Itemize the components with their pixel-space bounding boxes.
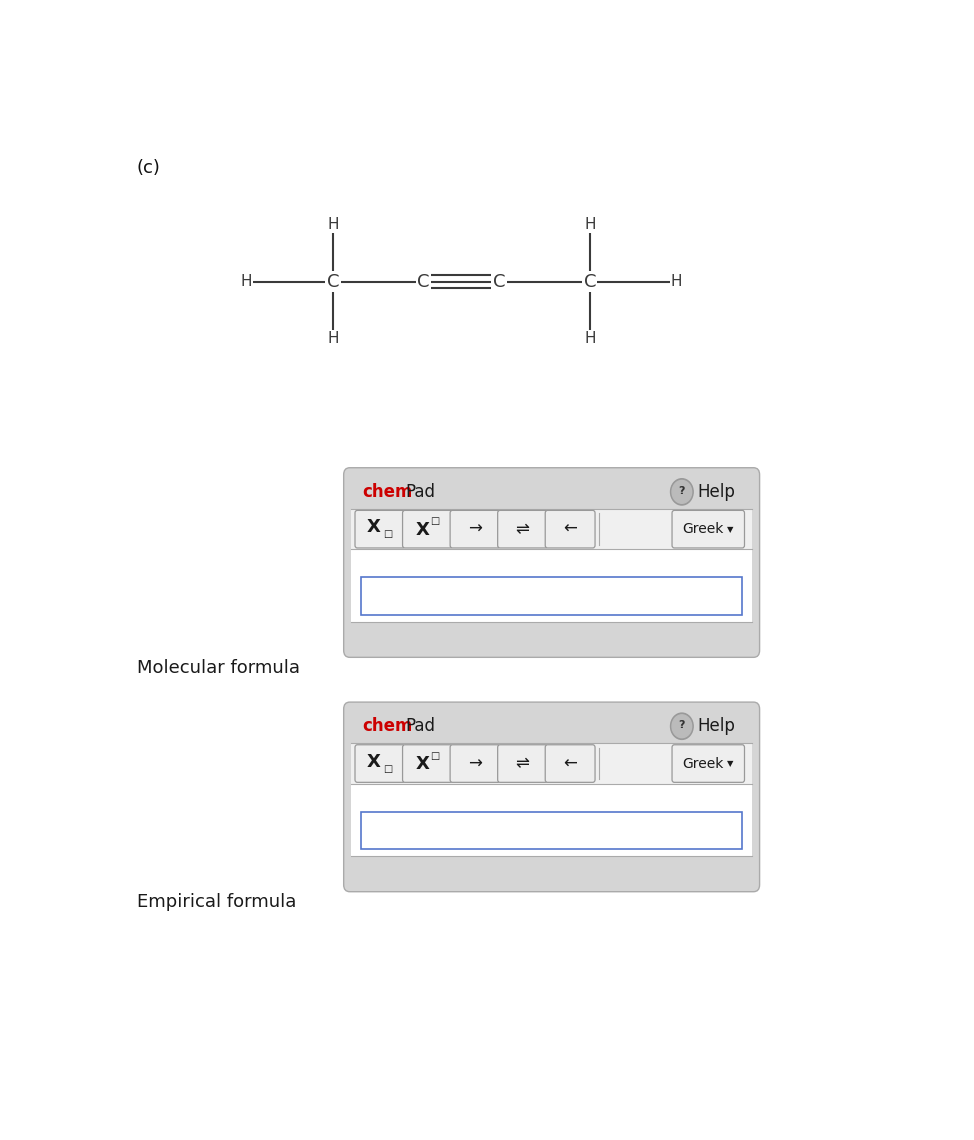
Text: H: H (327, 217, 339, 233)
FancyBboxPatch shape (450, 744, 500, 782)
Bar (352, 508, 752, 549)
Text: Empirical formula: Empirical formula (136, 894, 296, 912)
Circle shape (672, 480, 692, 503)
Bar (352, 549, 752, 622)
Text: Help: Help (697, 483, 735, 500)
Text: H: H (671, 274, 683, 290)
Text: chem: chem (361, 483, 412, 500)
Text: □: □ (383, 529, 393, 539)
Text: H: H (327, 332, 339, 347)
Text: (c): (c) (136, 158, 161, 177)
Text: □: □ (431, 516, 439, 527)
Text: ⇌: ⇌ (515, 755, 530, 773)
Text: →: → (468, 755, 482, 773)
Bar (361, 812, 742, 849)
FancyBboxPatch shape (672, 511, 744, 548)
Text: H: H (584, 332, 595, 347)
Text: C: C (327, 272, 339, 291)
FancyBboxPatch shape (344, 467, 760, 658)
FancyBboxPatch shape (355, 511, 405, 548)
Text: →: → (468, 520, 482, 538)
Text: ⇌: ⇌ (515, 520, 530, 538)
Text: Greek: Greek (682, 522, 724, 536)
Text: Pad: Pad (405, 717, 435, 735)
Circle shape (670, 714, 693, 740)
Text: X: X (367, 519, 381, 537)
Text: C: C (418, 272, 430, 291)
FancyBboxPatch shape (545, 511, 595, 548)
Circle shape (672, 715, 692, 738)
FancyBboxPatch shape (498, 744, 547, 782)
Text: X: X (416, 756, 430, 773)
FancyBboxPatch shape (344, 702, 760, 891)
Text: ?: ? (679, 720, 685, 731)
Text: Pad: Pad (405, 483, 435, 500)
Text: C: C (493, 272, 506, 291)
Text: □: □ (383, 764, 393, 774)
Text: □: □ (431, 750, 439, 760)
Bar (352, 743, 752, 783)
FancyBboxPatch shape (402, 744, 452, 782)
Text: ?: ? (679, 486, 685, 496)
FancyBboxPatch shape (450, 511, 500, 548)
Text: C: C (583, 272, 596, 291)
Text: Greek: Greek (682, 757, 724, 771)
Text: H: H (584, 217, 595, 233)
Text: ←: ← (563, 755, 577, 773)
Bar (361, 577, 742, 614)
Text: ←: ← (563, 520, 577, 538)
Text: X: X (367, 752, 381, 771)
Text: ▼: ▼ (727, 524, 733, 534)
FancyBboxPatch shape (498, 511, 547, 548)
Bar (352, 783, 752, 856)
FancyBboxPatch shape (545, 744, 595, 782)
Text: ▼: ▼ (727, 759, 733, 768)
FancyBboxPatch shape (402, 511, 452, 548)
Text: Molecular formula: Molecular formula (136, 659, 300, 677)
FancyBboxPatch shape (672, 744, 744, 782)
Circle shape (670, 479, 693, 505)
Text: Help: Help (697, 717, 735, 735)
Text: X: X (416, 521, 430, 539)
Text: H: H (241, 274, 252, 290)
Text: chem: chem (361, 717, 412, 735)
FancyBboxPatch shape (355, 744, 405, 782)
